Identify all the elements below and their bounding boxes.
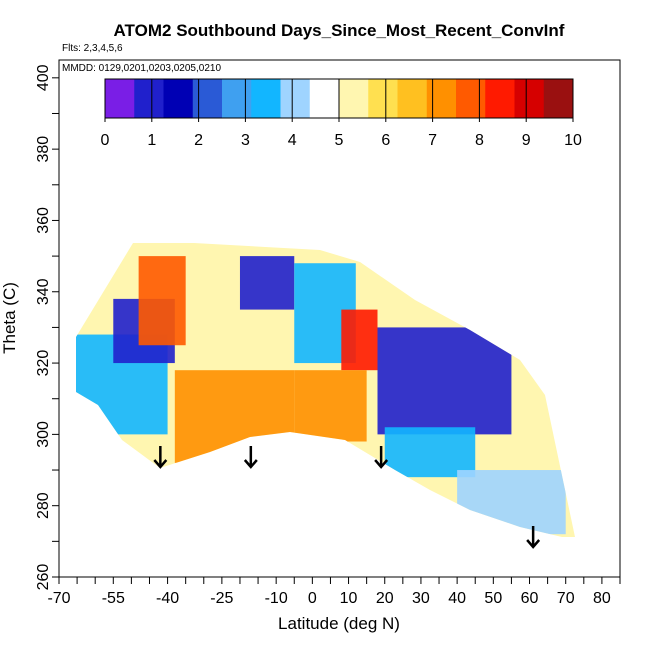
y-tick-label: 300 xyxy=(35,421,52,448)
colorbar-swatch xyxy=(309,79,340,118)
y-tick-label: 360 xyxy=(35,207,52,234)
colorbar-swatch xyxy=(368,79,398,118)
y-tick-label: 260 xyxy=(35,564,52,591)
heatmap-region-10 xyxy=(457,470,566,535)
x-tick-label: 40 xyxy=(448,590,466,607)
heatmap-region-3 xyxy=(174,370,295,463)
colorbar-swatch xyxy=(397,79,428,118)
x-tick-label: 20 xyxy=(376,590,394,607)
colorbar-tick-label: 9 xyxy=(522,132,531,149)
x-tick-label: 10 xyxy=(340,590,358,607)
y-tick-label: 380 xyxy=(35,136,52,163)
colorbar-swatch xyxy=(163,79,194,118)
colorbar-swatch xyxy=(485,79,515,118)
y-tick-label: 400 xyxy=(35,64,52,91)
heatmap-region-7 xyxy=(294,370,367,442)
x-tick-label: 80 xyxy=(593,590,611,607)
colorbar-tick-label: 3 xyxy=(241,132,250,149)
colorbar-tick-label: 10 xyxy=(564,132,582,149)
heatmap-region-2 xyxy=(138,256,186,346)
colorbar-tick-label: 2 xyxy=(194,132,203,149)
plot-frame xyxy=(58,59,621,578)
colorbar-tick-label: 6 xyxy=(381,132,390,149)
colorbar-tick-label: 0 xyxy=(101,132,110,149)
colorbar-tick-label: 7 xyxy=(428,132,437,149)
colorbar-swatch xyxy=(222,79,252,118)
colorbar: 0 1 2 3 4 5 6 7 8 9 10 xyxy=(101,78,582,149)
colorbar-swatch xyxy=(280,79,311,118)
heatmap-region-4 xyxy=(239,256,295,310)
flights-note: Flts: 2,3,4,5,6 xyxy=(62,43,123,54)
x-tick-label: 0 xyxy=(308,590,317,607)
x-tick-label: -70 xyxy=(47,590,70,607)
x-axis: -70 -55 -40 -25 -10 0 10 20 30 40 50 60 70 80 xyxy=(47,577,621,607)
y-tick-label: 280 xyxy=(35,492,52,519)
flight-arrow-3 xyxy=(526,526,541,549)
heatmap-region-8 xyxy=(377,327,512,435)
colorbar-swatch xyxy=(426,79,457,118)
y-tick-label: 320 xyxy=(35,350,52,377)
x-tick-label: 60 xyxy=(521,590,539,607)
flight-arrow-2 xyxy=(374,446,389,469)
x-tick-label: -10 xyxy=(265,590,288,607)
colorbar-tick-label: 4 xyxy=(288,132,297,149)
x-tick-label: 50 xyxy=(484,590,502,607)
y-axis: 260 280 300 320 340 360 380 400 xyxy=(35,64,59,590)
x-tick-label: -55 xyxy=(102,590,125,607)
colorbar-swatch xyxy=(514,79,545,118)
colorbar-swatch xyxy=(251,79,281,118)
colorbar-tick-label: 8 xyxy=(475,132,484,149)
colorbar-swatch xyxy=(134,79,164,118)
x-tick-label: -40 xyxy=(156,590,179,607)
colorbar-swatch xyxy=(192,79,223,118)
colorbar-tick-label: 1 xyxy=(147,132,156,149)
colorbar-swatch xyxy=(105,79,135,118)
y-tick-label: 340 xyxy=(35,278,52,305)
x-tick-label: 70 xyxy=(557,590,575,607)
x-tick-label: -25 xyxy=(210,590,233,607)
flight-arrow-1 xyxy=(243,446,258,469)
heatmap-region-6 xyxy=(341,309,378,371)
chart-title: ATOM2 Southbound Days_Since_Most_Recent_… xyxy=(114,21,565,40)
colorbar-tick-label: 5 xyxy=(335,132,344,149)
colorbar-swatch xyxy=(456,79,486,118)
colorbar-swatch xyxy=(339,79,369,118)
x-tick-label: 30 xyxy=(412,590,430,607)
dates-note: MMDD: 0129,0201,0203,0205,0210 xyxy=(62,63,221,74)
heatmap-region-9 xyxy=(384,427,476,478)
y-axis-label: Theta (C) xyxy=(0,282,19,354)
colorbar-swatch xyxy=(543,79,574,118)
x-axis-label: Latitude (deg N) xyxy=(278,614,400,633)
flight-arrow-0 xyxy=(153,446,168,469)
